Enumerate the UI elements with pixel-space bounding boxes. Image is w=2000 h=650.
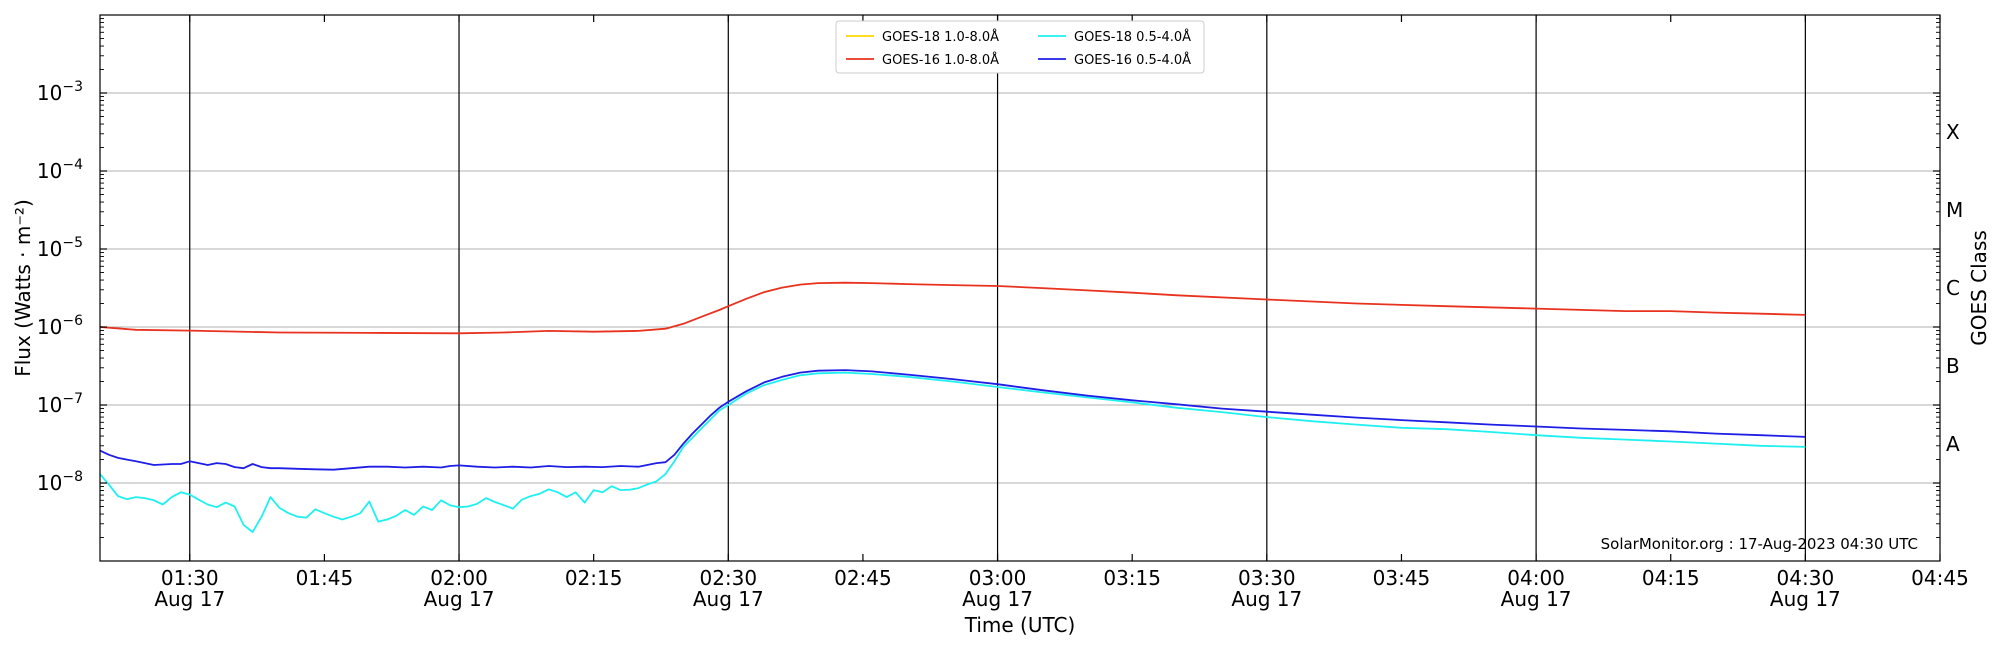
x-tick-label: 04:15: [1642, 566, 1700, 590]
credit-label: SolarMonitor.org : 17-Aug-2023 04:30 UTC: [1601, 535, 1918, 553]
x-tick-date-label: Aug 17: [1770, 587, 1841, 611]
series-layer: [99, 281, 1806, 533]
right-axis-title: GOES Class: [1967, 230, 1991, 346]
horizontal-grid: [100, 92, 1940, 484]
goes-class-label: C: [1946, 276, 1960, 300]
goes-class-labels: A B C M X: [1946, 120, 1963, 456]
y-tick-label: 10−5: [37, 235, 83, 261]
x-tick-label: 04:45: [1911, 566, 1969, 590]
y-tick-label: 10−7: [37, 391, 83, 417]
y-axis-minor-ticks: [100, 18, 1940, 538]
series-line: [99, 369, 1806, 471]
x-tick-label: 03:45: [1373, 566, 1431, 590]
series-line: [99, 371, 1806, 533]
legend-label: GOES-16 1.0-8.0Å: [882, 52, 999, 68]
x-tick-date-label: Aug 17: [962, 587, 1033, 611]
x-tick-label: 01:45: [296, 566, 354, 590]
x-axis-title: Time (UTC): [964, 613, 1076, 637]
y-axis-title: Flux (Watts · m⁻²): [11, 199, 35, 377]
x-tick-label: 02:30: [699, 566, 757, 590]
y-axis-ticks: 10−8 10−7 10−6 10−5 10−4 10−3: [37, 79, 1940, 495]
goes-class-label: M: [1946, 198, 1963, 222]
series-line: [99, 281, 1806, 335]
x-tick-label: 03:15: [1103, 566, 1161, 590]
y-tick-label: 10−8: [37, 469, 83, 495]
x-tick-label: 01:30: [161, 566, 219, 590]
x-tick-label: 04:30: [1777, 566, 1835, 590]
goes-class-label: A: [1946, 432, 1960, 456]
legend-label: GOES-16 0.5-4.0Å: [1074, 52, 1191, 68]
vertical-grid: [189, 15, 1806, 561]
plot-frame: [99, 14, 1941, 562]
y-tick-label: 10−4: [37, 157, 83, 183]
x-tick-label: 02:00: [430, 566, 488, 590]
y-tick-label: 10−6: [37, 313, 83, 339]
x-tick-label: 04:00: [1507, 566, 1565, 590]
x-tick-date-label: Aug 17: [1501, 587, 1572, 611]
x-tick-label: 02:15: [565, 566, 623, 590]
x-tick-label: 03:30: [1238, 566, 1296, 590]
legend-label: GOES-18 0.5-4.0Å: [1074, 29, 1191, 45]
legend-box: [835, 20, 1205, 74]
x-tick-date-label: Aug 17: [1231, 587, 1302, 611]
x-tick-date-label: Aug 17: [424, 587, 495, 611]
x-tick-label: 03:00: [969, 566, 1027, 590]
y-tick-label: 10−3: [37, 79, 83, 105]
goes-class-label: X: [1946, 120, 1960, 144]
goes-class-label: B: [1946, 354, 1960, 378]
plot-background: [100, 15, 1940, 561]
legend-label: GOES-18 1.0-8.0Å: [882, 29, 999, 45]
x-tick-date-label: Aug 17: [693, 587, 764, 611]
x-tick-date-label: Aug 17: [154, 587, 225, 611]
legend: GOES-18 1.0-8.0Å GOES-16 1.0-8.0Å GOES-18 …: [835, 20, 1205, 74]
x-tick-label: 02:45: [834, 566, 892, 590]
